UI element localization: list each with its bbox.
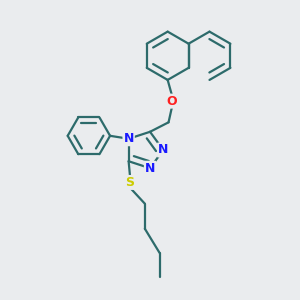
- Text: N: N: [145, 162, 155, 175]
- Text: S: S: [126, 176, 135, 189]
- Text: N: N: [158, 143, 168, 157]
- Text: N: N: [123, 132, 134, 145]
- Text: O: O: [167, 94, 177, 108]
